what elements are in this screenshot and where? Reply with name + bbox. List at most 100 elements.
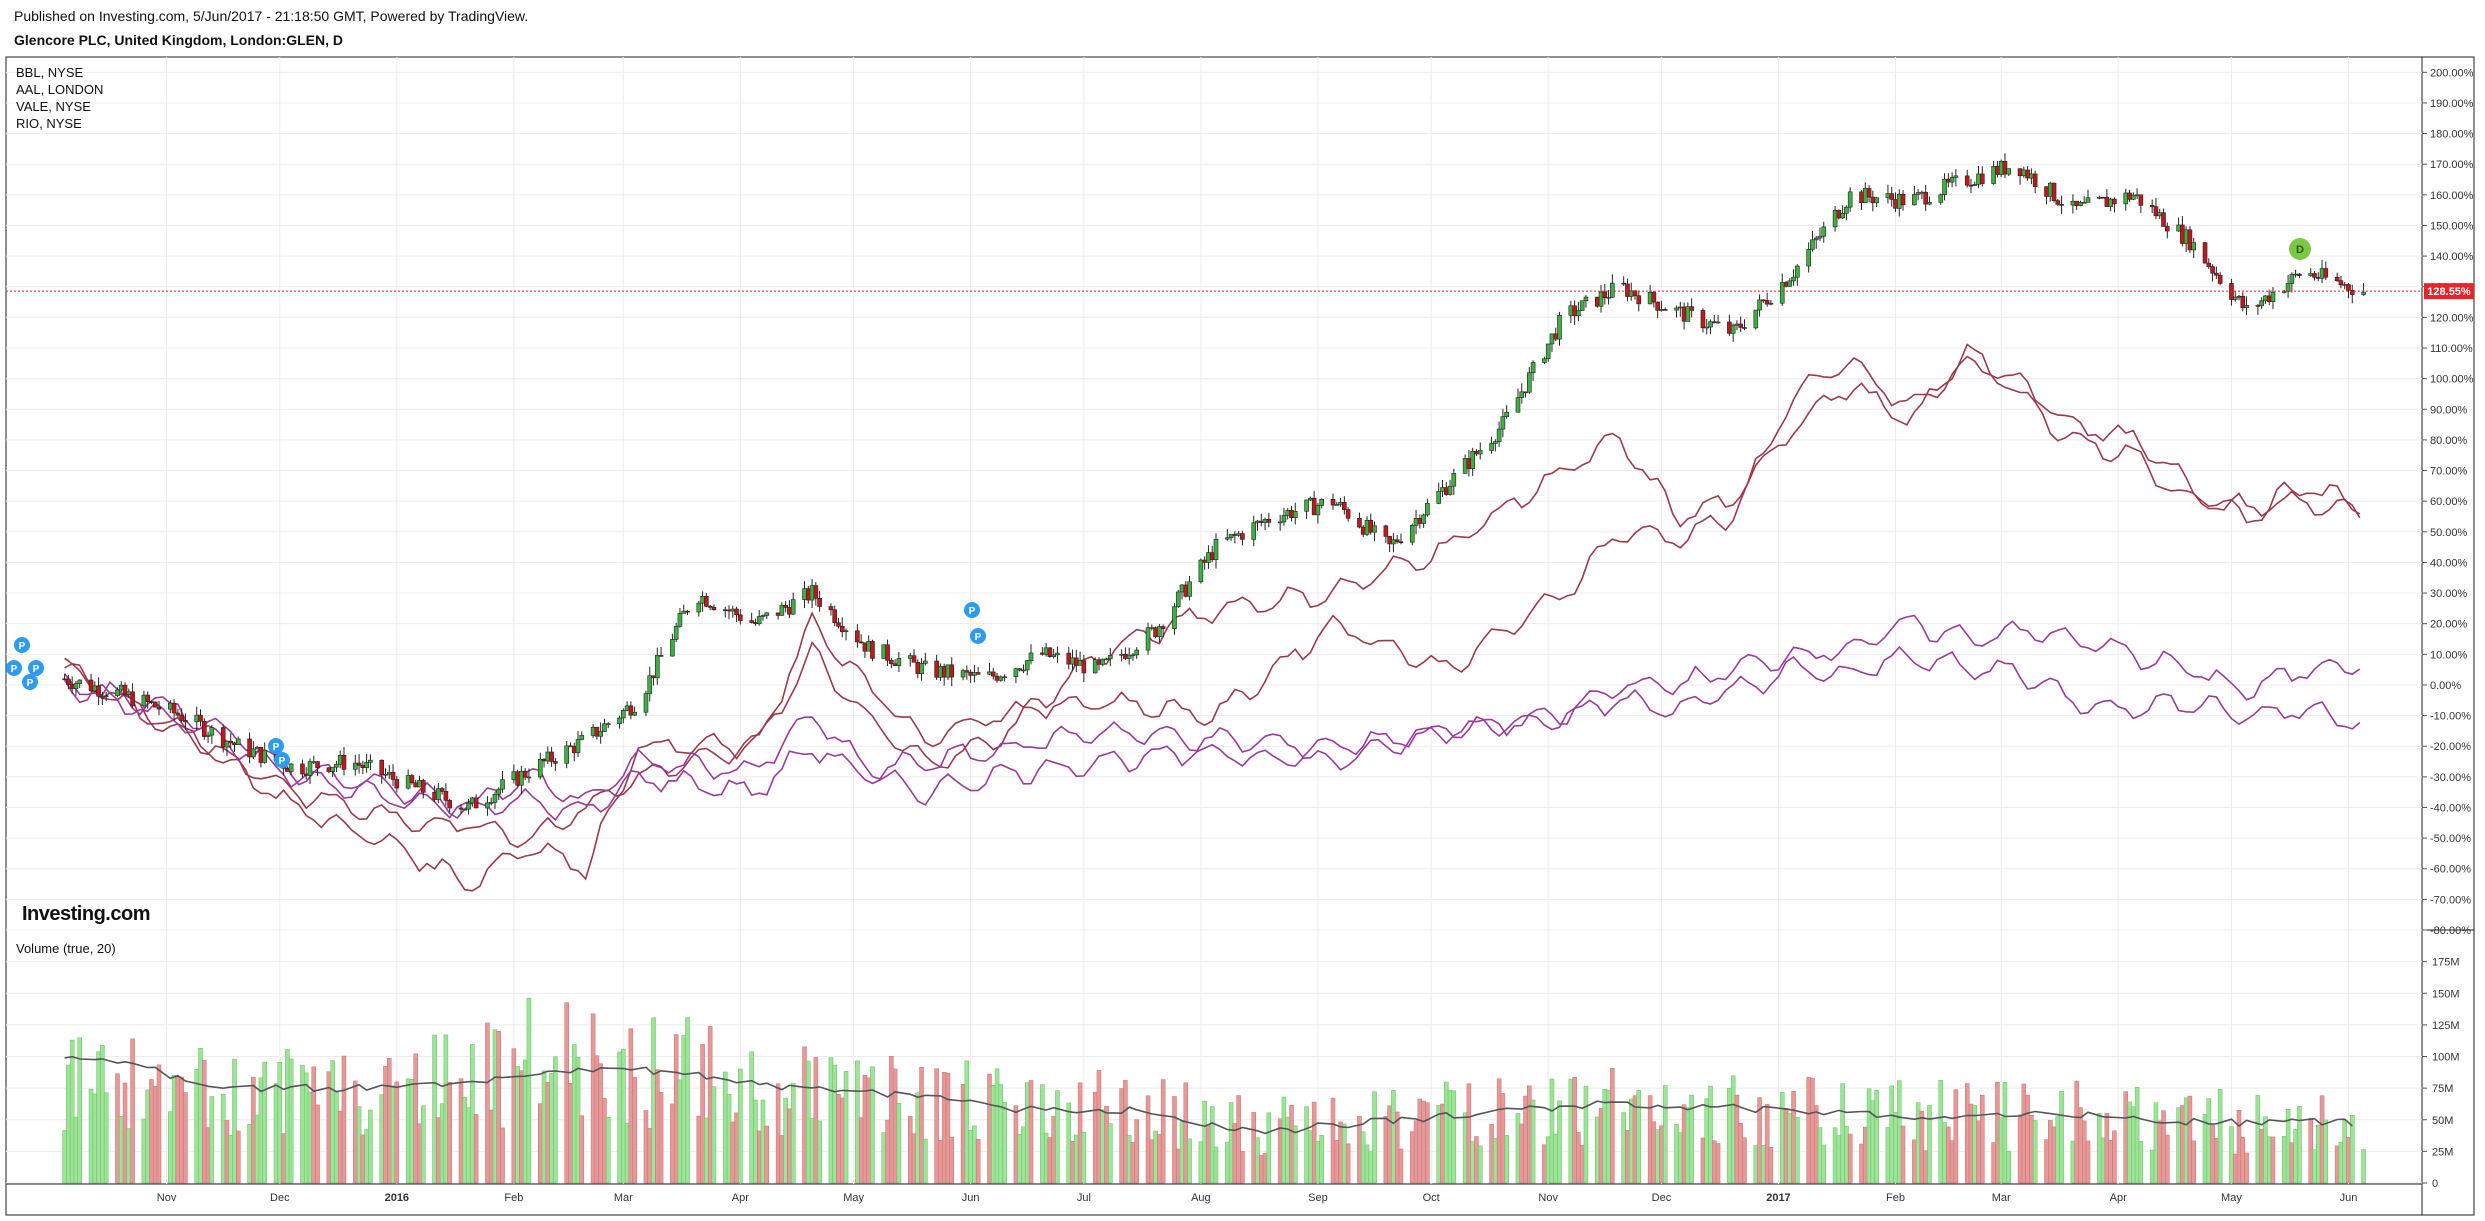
volume-bar (92, 1093, 98, 1184)
candle-body (1980, 173, 1985, 184)
candle-body (2266, 295, 2272, 302)
volume-bar (1753, 1145, 1759, 1184)
candle-body (2059, 204, 2064, 206)
volume-bar (413, 1053, 418, 1184)
candle-body (1678, 306, 1683, 309)
candle-body (341, 754, 347, 770)
volume-bar (1394, 1111, 1400, 1184)
candle-body (2157, 212, 2163, 217)
candle-body (194, 714, 200, 723)
candle-body (1240, 533, 1245, 540)
candle-body (2104, 197, 2110, 207)
marker-letter: P (33, 664, 40, 675)
volume-bar (443, 1034, 449, 1184)
candle-body (2319, 268, 2325, 279)
candle-body (1043, 647, 1049, 655)
volume-bar (1874, 1090, 1879, 1184)
candle-body (1489, 443, 1494, 451)
dividend-p-marker[interactable]: P (28, 660, 44, 676)
candle-body (1387, 536, 1392, 545)
volume-bar (681, 1035, 686, 1184)
volume-bar (62, 1130, 67, 1184)
candle-body (571, 745, 577, 754)
volume-bar (1568, 1078, 1574, 1184)
volume-bar (1474, 1136, 1479, 1184)
volume-bar (2059, 1090, 2064, 1184)
volume-bar (2346, 1137, 2351, 1184)
candle-body (254, 746, 260, 750)
dividend-p-marker[interactable]: P (268, 738, 284, 754)
volume-bar (655, 1069, 660, 1184)
volume-bar (1493, 1137, 1498, 1184)
candle-body (496, 788, 502, 795)
candle-body (2180, 224, 2185, 244)
volume-bar (545, 1081, 551, 1184)
candle-body (1417, 517, 1423, 524)
volume-bar (2183, 1097, 2189, 1184)
volume-bar (2048, 1120, 2053, 1184)
volume-bar (1028, 1080, 1034, 1184)
candle-body (647, 675, 653, 694)
volume-bar (1757, 1097, 1762, 1184)
candle-body (103, 695, 109, 698)
candle-body (892, 663, 898, 666)
dividend-p-marker[interactable]: P (6, 660, 22, 676)
candle-body (2202, 242, 2208, 264)
dividend-p-marker[interactable]: P (274, 752, 290, 768)
candle-body (1477, 450, 1483, 455)
marker-letter: P (273, 742, 280, 753)
candle-body (2134, 194, 2140, 197)
candle-body (632, 711, 637, 716)
volume-bar (994, 1068, 1000, 1184)
candle-body (1651, 292, 1657, 303)
dividend-d-marker[interactable]: D (2289, 238, 2311, 260)
candle-body (1047, 647, 1053, 657)
published-line: Published on Investing.com, 5/Jun/2017 -… (14, 8, 529, 24)
candle-body (251, 748, 256, 758)
volume-bar (2229, 1126, 2234, 1184)
candle-body (1066, 652, 1072, 665)
volume-bar (168, 1111, 173, 1184)
volume-bar (1398, 1148, 1404, 1184)
volume-bar (1791, 1091, 1796, 1184)
volume-bar (809, 1118, 815, 1184)
volume-bar (1104, 1105, 1109, 1184)
volume-bar (1655, 1129, 1660, 1184)
dividend-p-marker[interactable]: P (964, 602, 980, 618)
volume-bar (624, 1122, 630, 1184)
volume-bar (945, 1072, 951, 1184)
volume-bar (175, 1077, 181, 1184)
candle-body (700, 595, 705, 604)
candle-body (326, 767, 332, 772)
candle-body (235, 738, 241, 746)
volume-bar (1515, 1113, 1521, 1184)
volume-bar (145, 1089, 150, 1184)
candle-body (2214, 272, 2219, 276)
volume-bar (677, 1079, 683, 1184)
candle-body (334, 763, 339, 768)
dividend-p-marker[interactable]: P (970, 628, 986, 644)
volume-bar (670, 1103, 675, 1184)
dividend-p-marker[interactable]: P (14, 637, 30, 653)
volume-title: Volume (true, 20) (16, 941, 116, 956)
candle-body (285, 768, 290, 772)
volume-bar (1610, 1068, 1615, 1184)
ytick-label: 160.00% (2430, 190, 2474, 202)
candle-body (2315, 277, 2321, 279)
dividend-p-marker[interactable]: P (22, 674, 38, 690)
volume-bar (1621, 1112, 1626, 1184)
candle-body (311, 761, 317, 763)
volume-bar (2232, 1153, 2238, 1184)
volume-bar (1859, 1143, 1864, 1184)
candle-body (1602, 291, 1608, 298)
candle-body (2308, 273, 2314, 276)
volume-bar (1953, 1089, 1959, 1184)
volume-bar (892, 1068, 898, 1184)
volume-bar (896, 1103, 902, 1184)
candle-body (220, 727, 226, 748)
candle-body (1583, 296, 1589, 302)
volume-bar (704, 1117, 709, 1184)
volume-bar (1700, 1137, 1706, 1184)
candle-body (1606, 296, 1611, 299)
